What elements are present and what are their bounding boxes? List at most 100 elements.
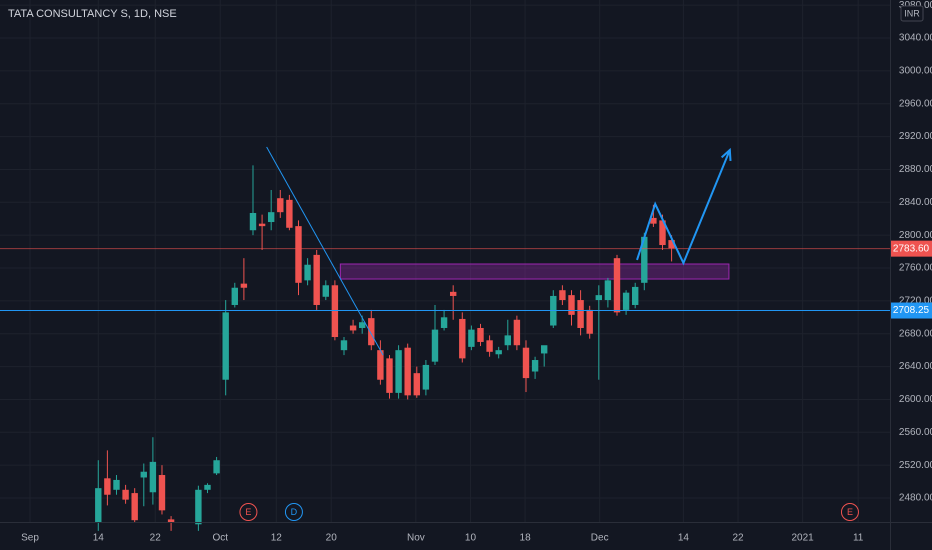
candle-body [195, 489, 202, 525]
y-tick-label: 2720.00 [899, 296, 932, 307]
candle-body [531, 360, 539, 372]
candle-body [513, 319, 521, 346]
candle-body [595, 295, 602, 301]
candle-body [322, 285, 329, 297]
candle-body [295, 226, 302, 283]
candle-body [340, 340, 348, 351]
projection-path [636, 149, 731, 266]
y-tick-label: 2480.00 [899, 493, 932, 504]
candle-body [158, 475, 166, 511]
event-marker[interactable] [239, 503, 258, 521]
event-label[interactable]: D [291, 507, 298, 517]
candle-body [358, 322, 366, 328]
candle-body [668, 240, 675, 249]
candle-body [577, 300, 584, 328]
candle-body [386, 358, 393, 393]
currency-box[interactable] [900, 5, 924, 22]
candle-body [349, 325, 357, 331]
candle-body [622, 292, 630, 310]
candle-body [486, 340, 493, 352]
candle-body [540, 345, 548, 354]
y-tick-label: 2560.00 [899, 427, 932, 438]
candle-body [395, 350, 402, 393]
candle-body [122, 489, 129, 500]
currency-label[interactable]: INR [904, 8, 920, 18]
x-tick-label: 2021 [792, 533, 815, 544]
candle-body [167, 519, 175, 523]
x-tick-label: 22 [150, 533, 162, 544]
candle-body [277, 198, 284, 213]
x-tick-label: Nov [407, 533, 425, 544]
axis-layer: 2480.00 2520.00 2560.00 2600.00 2640.00 2680.… [21, 0, 932, 544]
candle-body [104, 478, 111, 495]
y-tick-label: 2760.00 [899, 263, 932, 274]
candle-body [413, 373, 420, 396]
candle-body [568, 295, 575, 315]
y-tick-label: 3000.00 [899, 66, 932, 77]
y-tick-label: 3040.00 [899, 33, 932, 44]
event-marker[interactable] [284, 503, 303, 521]
candle-body [559, 290, 566, 301]
candle-body [468, 329, 475, 347]
y-tick-label: 2520.00 [899, 460, 932, 471]
candle-body [459, 318, 466, 359]
candle-body [231, 287, 238, 305]
candle-body [440, 317, 448, 328]
candle-body [422, 364, 430, 390]
y-tick-label: 2640.00 [899, 361, 932, 372]
candle-body [504, 335, 511, 346]
price-label: 2783.60 [893, 243, 930, 254]
candle-body [631, 286, 639, 305]
x-tick-label: 18 [520, 533, 532, 544]
candle-body [313, 254, 320, 305]
candle-body [131, 493, 138, 521]
trend-line [266, 146, 384, 356]
plot-layer [0, 146, 890, 531]
candle-body [286, 199, 293, 228]
candle-body [368, 318, 375, 346]
event-marker[interactable] [840, 503, 859, 521]
candle-body [377, 350, 384, 380]
x-tick-label: Dec [591, 533, 609, 544]
candle-body [613, 258, 621, 313]
candle-body [522, 347, 530, 379]
candle-body [149, 461, 157, 493]
price-label: 2708.25 [893, 305, 930, 316]
candle-body [304, 264, 311, 281]
price-label-box [891, 302, 932, 319]
x-tick-label: 20 [326, 533, 338, 544]
candle-body [140, 471, 147, 478]
y-tick-label: 2800.00 [899, 230, 932, 241]
x-tick-label: Oct [212, 533, 228, 544]
candle-body [404, 347, 411, 396]
candle-body [267, 212, 275, 223]
candle-body [586, 309, 593, 334]
candle-body [431, 329, 439, 362]
y-tick-label: 2600.00 [899, 394, 932, 405]
x-tick-label: 22 [732, 533, 744, 544]
candle-body [213, 460, 220, 474]
x-tick-label: 14 [678, 533, 690, 544]
event-label[interactable]: E [245, 507, 251, 517]
candle-body [258, 223, 266, 227]
x-tick-label: 12 [271, 533, 283, 544]
candle-body [604, 280, 612, 301]
candle-body [659, 220, 666, 246]
candle-body [240, 283, 248, 288]
x-tick-label: 14 [93, 533, 105, 544]
candle-body [249, 212, 257, 231]
candle-body [641, 236, 648, 283]
x-tick-label: Sep [21, 533, 39, 544]
candle-body [95, 488, 102, 523]
event-label[interactable]: E [847, 507, 853, 517]
candle-body [477, 327, 484, 342]
y-tick-label: 2680.00 [899, 328, 932, 339]
candle-body [113, 479, 120, 490]
candle-body [222, 312, 229, 380]
chart-title: TATA CONSULTANCY S, 1D, NSE [8, 8, 177, 20]
y-tick-label: 2840.00 [899, 197, 932, 208]
y-tick-label: 2920.00 [899, 131, 932, 142]
candle-body [204, 484, 211, 490]
